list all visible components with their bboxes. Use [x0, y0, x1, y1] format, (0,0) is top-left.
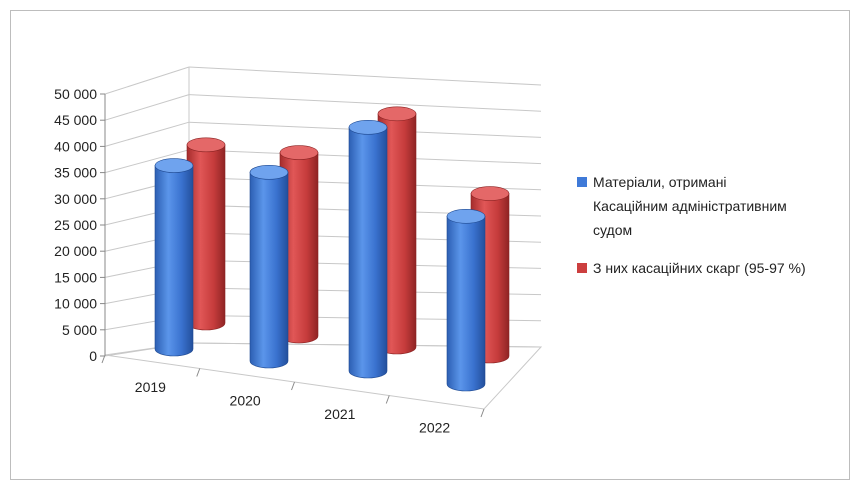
chart: 50 000 45 000 40 000 35 000 30 000 25 000 20 0… [54, 66, 806, 435]
bar-series1-2021-body [348, 127, 388, 379]
legend-swatch [577, 177, 587, 187]
bar-series1-2019-top [154, 158, 194, 173]
y-tick-label: 25 000 [54, 217, 97, 233]
side-gridline [104, 66, 190, 95]
y-tick-label: 30 000 [54, 191, 97, 207]
legend-label: З них касаційних скарг (95-97 %) [593, 260, 806, 276]
x-tick-label: 2022 [419, 419, 450, 435]
y-tick-label: 15 000 [54, 269, 97, 285]
gridline [188, 66, 542, 86]
x-tick-mark [196, 368, 201, 377]
legend-label: судом [593, 222, 632, 238]
y-tick-label: 50 000 [54, 86, 97, 102]
x-tick-mark [291, 381, 295, 391]
legend-label: Касаційним адміністративним [593, 198, 787, 214]
bar-series1-2022-top [446, 209, 486, 224]
chart-frame: 50 000 45 000 40 000 35 000 30 000 25 000 20 0… [10, 10, 850, 480]
legend: Матеріали, отримані Касаційним адміністра… [577, 174, 806, 276]
x-tick-label: 2021 [324, 406, 355, 422]
bar-series1-2021 [348, 120, 388, 379]
bar-series2-2021-top [377, 106, 417, 122]
x-tick-mark [385, 395, 390, 404]
y-tick-label: 20 000 [54, 243, 97, 259]
bar-series1-2020-body [249, 172, 289, 369]
y-tick-label: 35 000 [54, 165, 97, 181]
bar-series2-2022-top [470, 186, 510, 201]
gridline [188, 94, 542, 112]
y-tick-label: 45 000 [54, 112, 97, 128]
x-axis: 2019 2020 2021 2022 [101, 354, 485, 435]
y-tick-label: 10 000 [54, 296, 97, 312]
bar-series2-2019-top [186, 137, 226, 153]
side-gridline [104, 149, 190, 174]
side-gridline [104, 94, 190, 121]
bar-series1-2020-top [249, 165, 289, 180]
y-tick-label: 5 000 [62, 322, 97, 338]
bar-series2-2020-top [279, 145, 319, 160]
bar-series1-2019 [154, 158, 194, 357]
x-tick-label: 2019 [135, 379, 166, 395]
bar-series2-2019 [186, 137, 226, 331]
bar-series1-2019-body [154, 165, 194, 357]
x-tick-mark [101, 354, 106, 364]
bar-series1-2022-body [446, 216, 486, 392]
x-tick-mark [480, 408, 485, 418]
legend-label: Матеріали, отримані [593, 174, 727, 190]
legend-swatch [577, 263, 587, 273]
bar-series1-2020 [249, 165, 289, 369]
side-gridline [104, 121, 190, 147]
bar-series1-2022 [446, 209, 486, 392]
bar-series2-2020 [279, 145, 319, 344]
bars [154, 106, 510, 392]
x-tick-label: 2020 [230, 392, 261, 408]
y-tick-label: 0 [89, 348, 97, 364]
bar-series1-2021-top [348, 120, 388, 135]
y-tick-label: 40 000 [54, 138, 97, 154]
